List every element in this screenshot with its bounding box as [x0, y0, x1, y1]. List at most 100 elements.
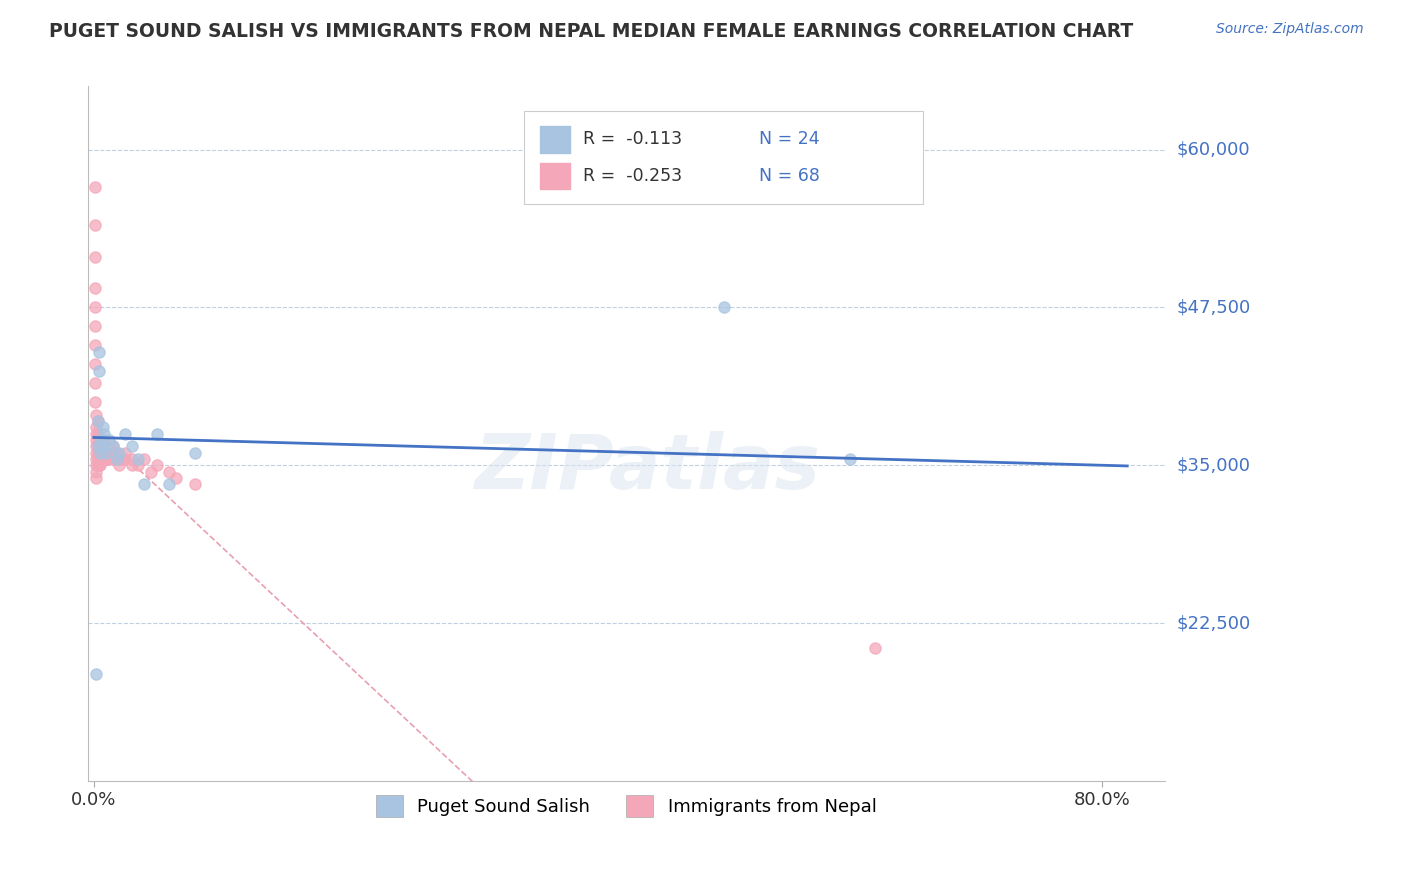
Point: [86, 445, 108, 459]
Point: [86, 452, 108, 467]
Point: [121, 458, 143, 473]
Point: [108, 445, 131, 459]
Point: [86, 666, 108, 681]
Point: [84, 338, 107, 352]
Point: [84, 180, 107, 194]
Point: [87, 344, 110, 359]
Point: [86, 439, 108, 453]
Point: [121, 452, 143, 467]
Legend: Puget Sound Salish, Immigrants from Nepal: Puget Sound Salish, Immigrants from Nepa…: [368, 788, 884, 824]
Text: R =  -0.253: R = -0.253: [583, 167, 682, 185]
Point: [98, 445, 121, 459]
Point: [93, 426, 115, 441]
Point: [90, 433, 112, 447]
Point: [84, 376, 107, 391]
Point: [89, 433, 111, 447]
Point: [146, 426, 169, 441]
Point: [86, 439, 108, 453]
Point: [93, 433, 115, 447]
Point: [98, 452, 121, 467]
Point: [96, 445, 118, 459]
Text: N = 68: N = 68: [759, 167, 820, 185]
Point: [165, 471, 187, 485]
Point: [105, 452, 128, 467]
Point: [84, 250, 107, 264]
Bar: [540, 162, 571, 189]
Point: [134, 477, 156, 491]
Point: [87, 452, 110, 467]
Point: [86, 414, 108, 428]
Point: [713, 301, 735, 315]
Point: [183, 445, 205, 459]
Point: [86, 439, 108, 453]
Point: [86, 426, 108, 441]
Text: $22,500: $22,500: [1177, 614, 1250, 632]
Point: [90, 445, 112, 459]
Point: [86, 408, 108, 422]
Point: [183, 477, 205, 491]
Point: [101, 445, 124, 459]
Point: [86, 471, 108, 485]
Point: [89, 452, 111, 467]
Point: [86, 465, 108, 479]
Point: [101, 452, 124, 467]
Point: [96, 445, 118, 459]
Point: [84, 219, 107, 233]
Point: [84, 301, 107, 315]
Point: [108, 452, 131, 467]
Point: [86, 414, 108, 428]
Point: [93, 445, 115, 459]
Point: [89, 445, 111, 459]
Text: PUGET SOUND SALISH VS IMMIGRANTS FROM NEPAL MEDIAN FEMALE EARNINGS CORRELATION C: PUGET SOUND SALISH VS IMMIGRANTS FROM NE…: [49, 22, 1133, 41]
Point: [86, 458, 108, 473]
Point: [84, 281, 107, 295]
Point: [96, 452, 118, 467]
Point: [127, 452, 149, 467]
Point: [101, 439, 124, 453]
Point: [86, 426, 108, 441]
Text: R =  -0.113: R = -0.113: [583, 130, 682, 148]
Point: [114, 445, 136, 459]
Point: [84, 395, 107, 409]
Point: [90, 452, 112, 467]
Text: $35,000: $35,000: [1177, 456, 1250, 475]
Point: [86, 445, 108, 459]
Point: [114, 426, 136, 441]
Bar: [540, 126, 571, 153]
Point: [98, 433, 121, 447]
Point: [89, 458, 111, 473]
Point: [127, 458, 149, 473]
Point: [110, 452, 132, 467]
Point: [863, 641, 886, 656]
Point: [86, 452, 108, 467]
Point: [86, 458, 108, 473]
Point: [134, 452, 156, 467]
Point: [839, 452, 862, 467]
Point: [87, 458, 110, 473]
Point: [84, 357, 107, 371]
Point: [101, 439, 124, 453]
Text: Source: ZipAtlas.com: Source: ZipAtlas.com: [1216, 22, 1364, 37]
Point: [87, 363, 110, 377]
Point: [146, 458, 169, 473]
Point: [87, 445, 110, 459]
Point: [89, 445, 111, 459]
Point: [139, 465, 162, 479]
Text: $47,500: $47,500: [1177, 299, 1250, 317]
Text: N = 24: N = 24: [759, 130, 820, 148]
Point: [89, 439, 111, 453]
Point: [93, 452, 115, 467]
Point: [91, 439, 114, 453]
Point: [91, 445, 114, 459]
Point: [121, 439, 143, 453]
Point: [114, 452, 136, 467]
Point: [87, 433, 110, 447]
Point: [90, 439, 112, 453]
Text: $60,000: $60,000: [1177, 141, 1250, 159]
Point: [91, 452, 114, 467]
Point: [86, 433, 108, 447]
Point: [87, 439, 110, 453]
Point: [105, 445, 128, 459]
Point: [159, 465, 181, 479]
Point: [86, 420, 108, 434]
